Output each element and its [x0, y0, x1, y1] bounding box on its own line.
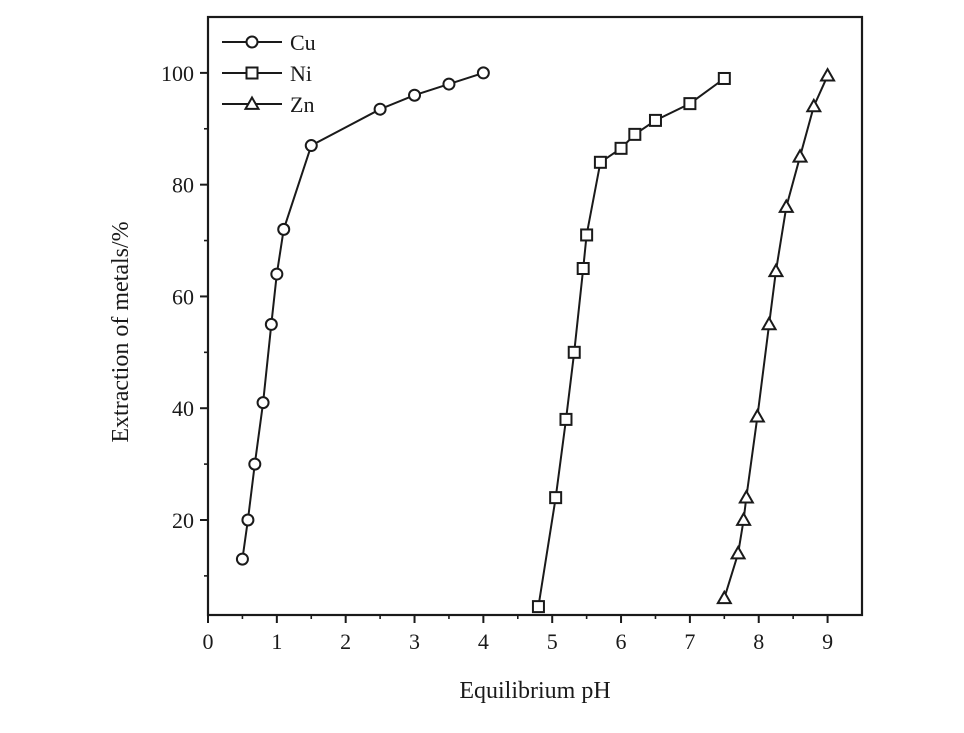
data-point-cu	[408, 88, 422, 102]
y-axis-title: Extraction of metals/%	[108, 221, 134, 442]
legend-label-zn: Zn	[290, 92, 314, 117]
data-point-ni	[567, 345, 581, 359]
legend-marker-cu	[245, 35, 259, 49]
y-tick-label: 60	[172, 284, 194, 309]
data-point-ni	[717, 71, 731, 85]
data-point-zn	[778, 198, 795, 213]
data-point-ni	[683, 97, 697, 111]
data-point-ni	[576, 261, 590, 275]
legend-label-ni: Ni	[290, 61, 312, 86]
data-point-zn	[749, 408, 766, 423]
data-point-zn	[767, 262, 785, 278]
data-point-zn	[760, 315, 778, 331]
data-point-cu	[442, 77, 456, 91]
data-point-zn	[805, 97, 823, 113]
x-tick-label: 1	[271, 629, 282, 654]
data-point-zn	[735, 511, 752, 526]
data-point-ni	[628, 127, 642, 141]
data-point-ni	[614, 141, 628, 155]
data-point-ni	[593, 155, 607, 169]
data-point-ni	[648, 113, 662, 127]
data-point-ni	[559, 412, 573, 426]
plot-area: 0 1 2 3 4 5 6 7 8 9 20 40 60 80 100 Cu Ni Zn	[161, 15, 864, 654]
x-tick-label: 4	[478, 629, 489, 654]
data-point-ni	[531, 600, 545, 614]
y-tick-label: 40	[172, 396, 194, 421]
data-point-cu	[304, 139, 318, 153]
data-point-cu	[277, 222, 291, 236]
x-tick-label: 5	[547, 629, 558, 654]
data-point-zn	[819, 67, 836, 82]
data-point-zn	[738, 489, 755, 504]
series-line-ni	[537, 77, 725, 607]
y-tick-label: 20	[172, 508, 194, 533]
data-point-cu	[270, 267, 284, 281]
x-tick-label: 8	[753, 629, 764, 654]
data-point-cu	[248, 457, 262, 471]
data-point-cu	[476, 66, 490, 80]
x-tick-label: 6	[616, 629, 627, 654]
x-tick-label: 7	[684, 629, 695, 654]
x-tick-label: 2	[340, 629, 351, 654]
legend-label-cu: Cu	[290, 30, 316, 55]
data-point-cu	[241, 513, 255, 527]
data-point-ni	[549, 491, 563, 505]
plot-frame	[206, 15, 864, 617]
data-point-cu	[235, 552, 249, 566]
data-point-zn	[729, 545, 747, 560]
data-point-cu	[373, 102, 387, 116]
y-tick-label: 80	[172, 173, 194, 198]
data-point-zn	[791, 148, 809, 163]
data-point-zn	[716, 589, 733, 605]
data-point-ni	[580, 228, 594, 242]
x-tick-label: 0	[203, 629, 214, 654]
x-axis-title: Equilibrium pH	[459, 678, 610, 704]
data-point-cu	[264, 317, 278, 331]
x-tick-label: 3	[409, 629, 420, 654]
data-point-cu	[256, 396, 270, 410]
series-line-cu	[241, 71, 484, 560]
y-tick-label: 100	[161, 61, 194, 86]
legend-marker-ni	[245, 66, 259, 80]
legend-marker-zn	[243, 95, 261, 110]
x-tick-label: 9	[822, 629, 833, 654]
